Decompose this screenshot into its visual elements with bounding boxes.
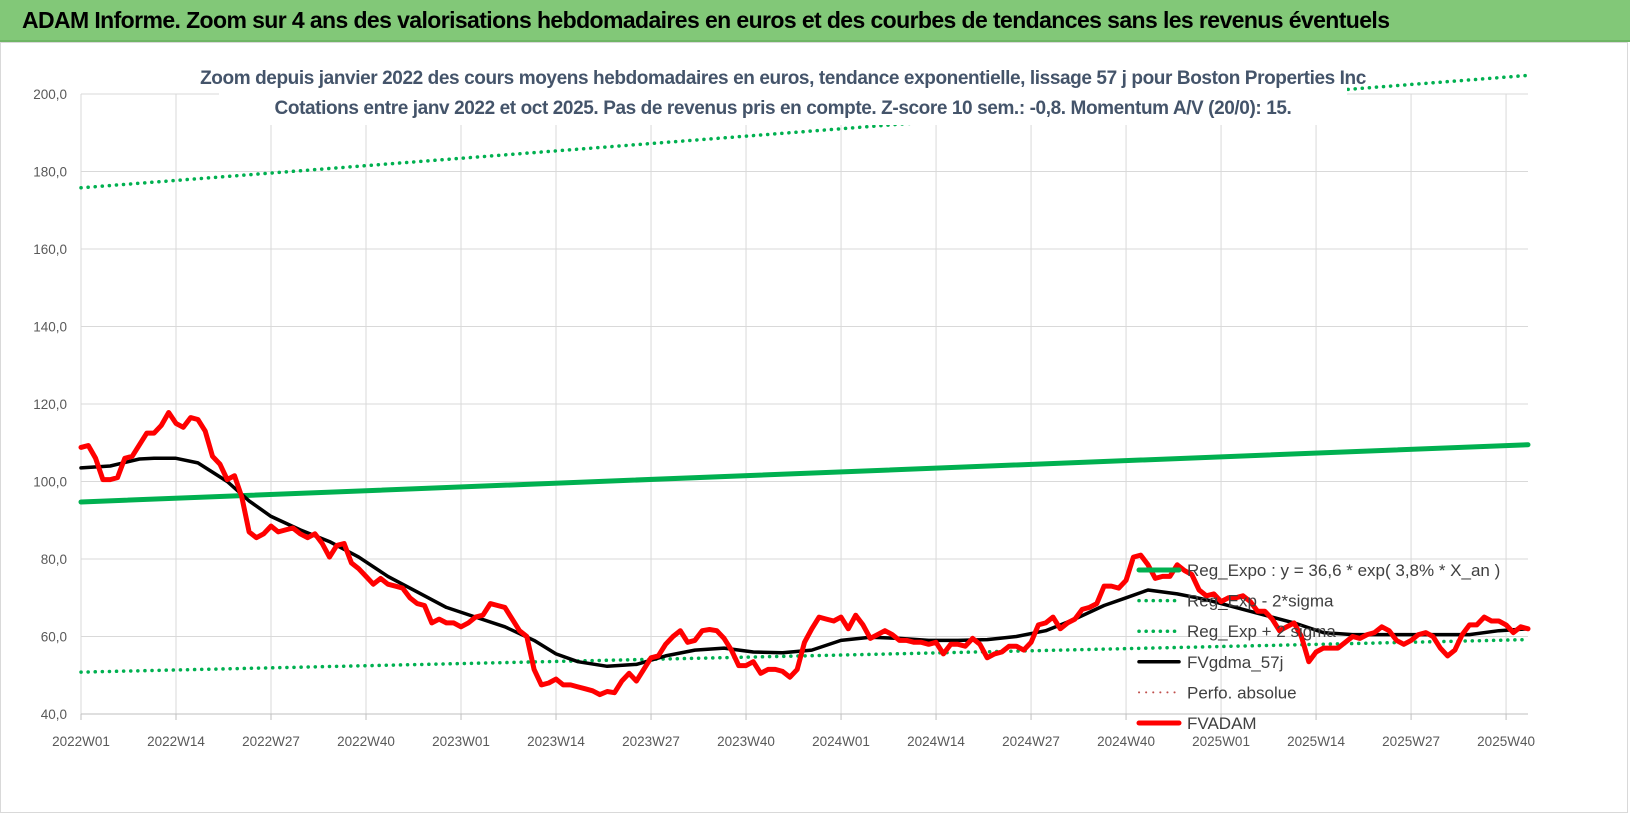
- chart-title-background: [219, 57, 1347, 125]
- chart-legend: Reg_Expo : y = 36,6 * exp( 3,8% * X_an )…: [1136, 561, 1500, 733]
- legend-reg-plus-2sigma-label: Reg_Exp + 2 sigma: [1187, 622, 1336, 641]
- x-tick-label: 2024W40: [1097, 734, 1155, 749]
- series-reg-expo-line: [78, 442, 1531, 505]
- x-tick-label: 2024W14: [907, 734, 965, 749]
- y-tick-label: 60,0: [41, 630, 67, 645]
- y-tick-label: 40,0: [41, 707, 67, 722]
- x-tick-label: 2024W01: [812, 734, 870, 749]
- chart-area: 40,0 60,0 80,0 100,0 120,0 140,0 160,0 180,0 200…: [0, 42, 1628, 813]
- x-tick-label: 2024W27: [1002, 734, 1060, 749]
- y-tick-label: 180,0: [33, 165, 67, 180]
- legend-perfo-absolue-label: Perfo. absolue: [1187, 683, 1297, 702]
- chart-title-line1: Zoom depuis janvier 2022 des cours moyen…: [200, 68, 1367, 89]
- x-tick-label: 2023W01: [432, 734, 490, 749]
- x-tick-label: 2025W40: [1477, 734, 1535, 749]
- legend-fvadam-label: FVADAM: [1187, 714, 1257, 733]
- y-tick-label: 120,0: [33, 397, 67, 412]
- legend-reg-minus-2sigma-label: Reg_Exp - 2*sigma: [1187, 592, 1334, 611]
- x-tick-label: 2023W40: [717, 734, 775, 749]
- y-tick-label: 140,0: [33, 320, 67, 335]
- series-fvgdma-57j-line: [79, 456, 1530, 669]
- chart-title-group: Zoom depuis janvier 2022 des cours moyen…: [200, 57, 1367, 125]
- legend-fvgdma-57j-label: FVgdma_57j: [1187, 653, 1283, 672]
- x-tick-label: 2022W01: [52, 734, 110, 749]
- y-tick-label: 200,0: [33, 87, 67, 102]
- x-tick-label: 2022W40: [337, 734, 395, 749]
- chart-gridlines: [80, 93, 1528, 715]
- x-tick-label: 2025W01: [1192, 734, 1250, 749]
- series-fvadam-line: [78, 410, 1531, 698]
- legend-reg-expo-label: Reg_Expo : y = 36,6 * exp( 3,8% * X_an ): [1187, 561, 1500, 580]
- report-banner: ADAM Informe. Zoom sur 4 ans des valoris…: [0, 0, 1630, 42]
- series-group: [78, 73, 1531, 698]
- y-tick-label: 100,0: [33, 475, 67, 490]
- chart-title-line2: Cotations entre janv 2022 et oct 2025. P…: [275, 98, 1292, 119]
- line-chart: 40,0 60,0 80,0 100,0 120,0 140,0 160,0 180,0 200…: [33, 57, 1535, 749]
- y-tick-label: 80,0: [41, 552, 67, 567]
- y-axis: 40,0 60,0 80,0 100,0 120,0 140,0 160,0 180,0 200…: [33, 87, 67, 722]
- x-tick-label: 2022W14: [147, 734, 205, 749]
- series-reg-minus-2sigma-line: [79, 637, 1530, 674]
- x-tick-label: 2025W27: [1382, 734, 1440, 749]
- series-reg-plus-2sigma-line: [79, 73, 1530, 190]
- x-tick-label: 2023W27: [622, 734, 680, 749]
- x-tick-label: 2025W14: [1287, 734, 1345, 749]
- report-title: ADAM Informe. Zoom sur 4 ans des valoris…: [22, 7, 1390, 33]
- x-tick-label: 2023W14: [527, 734, 585, 749]
- y-tick-label: 160,0: [33, 242, 67, 257]
- x-axis: 2022W01 2022W14 2022W27 2022W40 2023W01 2023W…: [52, 713, 1535, 749]
- x-tick-label: 2022W27: [242, 734, 300, 749]
